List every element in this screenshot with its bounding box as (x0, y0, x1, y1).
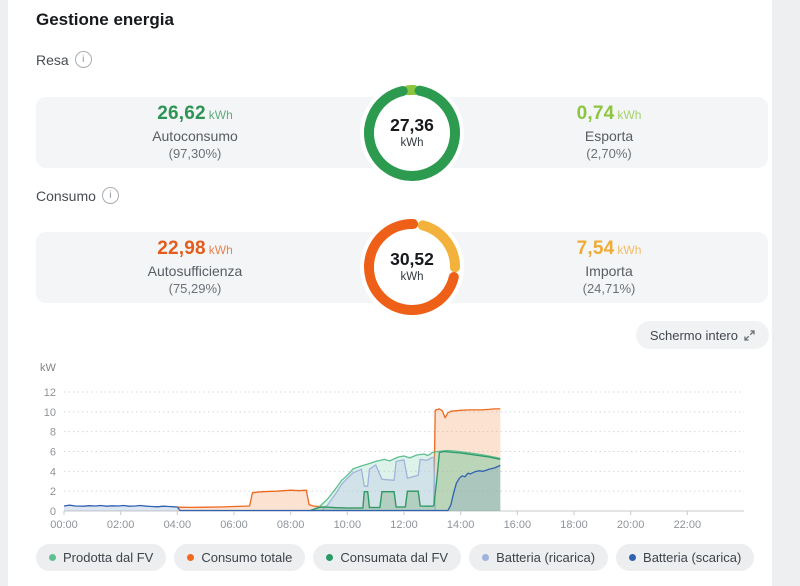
x-tick-label: 10:00 (334, 519, 362, 531)
x-tick-label: 02:00 (107, 519, 135, 531)
expand-icon (744, 329, 755, 341)
consumata-dal-fv-line (310, 450, 501, 512)
consumo-totale-area (177, 408, 501, 511)
x-tick-label: 18:00 (560, 519, 588, 531)
svg-text:kWh: kWh (401, 271, 424, 283)
batteria-ricarica-line (321, 456, 436, 511)
legend-label: Batteria (ricarica) (496, 550, 596, 565)
autoconsumo-unit: kWh (208, 108, 233, 122)
esporta-unit: kWh (617, 108, 642, 122)
esporta-percent: (2,70%) (586, 146, 632, 161)
resa-donut-chart: 27,36 kWh (360, 81, 464, 185)
power-timeseries-chart[interactable]: kW 0 2 4 6 8 10 12 00:00 02:00 04:00 06:00 08:00 10:0… (28, 357, 768, 541)
legend-label: Prodotta dal FV (63, 550, 154, 565)
legend-pill-consumata-dal-fv[interactable]: Consumata dal FV (313, 544, 462, 571)
importa-label: Importa (585, 263, 633, 279)
y-tick-label: 12 (44, 387, 56, 399)
importa-percent: (24,71%) (582, 281, 636, 296)
consumo-left-metric: 22,98 kWh Autosufficienza (75,29%) (88, 238, 302, 296)
prodotta-dal-fv-line (310, 449, 501, 512)
legend-dot (187, 554, 195, 561)
section-resa-header: Resa i (36, 51, 92, 68)
metric-value-row: 0,74 kWh (502, 103, 716, 125)
info-icon[interactable]: i (101, 187, 119, 204)
resa-left-metric: 26,62 kWh Autoconsumo (97,30%) (88, 103, 302, 161)
chart-legend: Prodotta dal FV Consumo totale Consumata d… (36, 544, 755, 571)
x-tick-label: 12:00 (390, 519, 418, 531)
metric-value-row: 22,98 kWh (88, 238, 302, 260)
y-tick-label: 0 (50, 506, 56, 518)
section-resa-label: Resa (36, 51, 69, 68)
section-consumo-label: Consumo (36, 187, 96, 204)
svg-text:27,36: 27,36 (390, 115, 434, 135)
x-axis-ticks: 00:00 02:00 04:00 06:00 08:00 10:00 12:00 14:00… (50, 511, 701, 531)
y-tick-label: 10 (44, 407, 56, 419)
autosufficienza-value: 22,98 (157, 238, 206, 259)
x-tick-label: 22:00 (674, 519, 702, 531)
autoconsumo-value: 26,62 (157, 103, 206, 124)
autosufficienza-label: Autosufficienza (147, 263, 243, 279)
x-tick-label: 16:00 (504, 519, 532, 531)
importa-value: 7,54 (576, 238, 615, 259)
legend-dot (326, 554, 334, 561)
y-tick-label: 2 (50, 486, 56, 498)
fullscreen-button[interactable]: Schermo intero (635, 321, 769, 349)
legend-dot (49, 554, 56, 561)
x-tick-label: 14:00 (447, 519, 475, 531)
legend-pill-batteria-scarica[interactable]: Batteria (scarica) (616, 544, 755, 571)
consumo-right-metric: 7,54 kWh Importa (24,71%) (502, 238, 716, 296)
x-tick-label: 20:00 (617, 519, 645, 531)
x-tick-label: 00:00 (50, 519, 78, 531)
y-axis-unit-label: kW (40, 362, 57, 374)
gridlines (64, 391, 744, 492)
legend-label: Consumo totale (201, 550, 293, 565)
esporta-value: 0,74 (576, 103, 615, 124)
autosufficienza-percent: (75,29%) (168, 281, 222, 296)
legend-pill-batteria-ricarica[interactable]: Batteria (ricarica) (469, 544, 609, 571)
fullscreen-button-label: Schermo intero (649, 327, 738, 343)
legend-dot (482, 554, 490, 561)
y-tick-label: 8 (50, 427, 56, 439)
metric-value-row: 26,62 kWh (88, 103, 302, 125)
y-tick-label: 4 (50, 466, 56, 478)
page-title: Gestione energia (36, 10, 174, 29)
series-areas (63, 408, 501, 512)
resa-right-metric: 0,74 kWh Esporta (2,70%) (502, 103, 716, 161)
svg-text:kWh: kWh (401, 137, 424, 149)
svg-text:30,52: 30,52 (390, 249, 434, 269)
legend-pill-prodotta-dal-fv[interactable]: Prodotta dal FV (36, 544, 167, 571)
metric-value-row: 7,54 kWh (502, 238, 716, 260)
batteria-scarica-line (63, 464, 501, 512)
legend-dot (629, 554, 637, 561)
legend-pill-consumo-totale[interactable]: Consumo totale (174, 544, 306, 571)
esporta-label: Esporta (584, 128, 634, 144)
autoconsumo-percent: (97,30%) (168, 146, 222, 161)
legend-label: Batteria (scarica) (643, 550, 742, 565)
autosufficienza-unit: kWh (208, 243, 233, 257)
x-tick-label: 08:00 (277, 519, 305, 531)
consumo-donut-chart: 30,52 kWh (360, 215, 464, 319)
section-consumo-header: Consumo i (36, 187, 119, 204)
y-tick-label: 6 (50, 447, 56, 459)
autoconsumo-label: Autoconsumo (152, 128, 238, 144)
x-tick-label: 04:00 (164, 519, 192, 531)
legend-label: Consumata dal FV (340, 550, 449, 565)
info-icon[interactable]: i (74, 51, 92, 68)
importa-unit: kWh (617, 243, 642, 257)
content-panel: Gestione energia Resa i 26,62 kWh Autocon… (8, 0, 772, 586)
x-tick-label: 06:00 (220, 519, 248, 531)
